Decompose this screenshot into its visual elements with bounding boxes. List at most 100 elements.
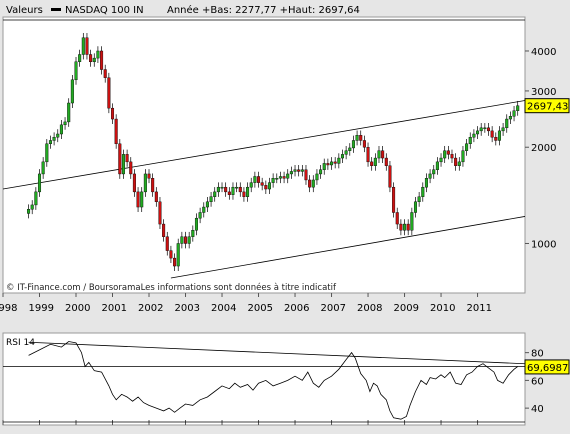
- year-stats: Année +Bas: 2277,77 +Haut: 2697,64: [167, 4, 360, 16]
- candle-body: [169, 250, 173, 259]
- rsi-reference-levels: [3, 366, 525, 423]
- candle-body: [271, 178, 275, 183]
- candle-body: [286, 173, 290, 179]
- x-tick-label: 2009: [394, 303, 419, 314]
- candle-body: [501, 127, 505, 132]
- candle-body: [366, 147, 370, 163]
- candle-body: [143, 173, 147, 193]
- rsi-label: RSI 14: [6, 338, 35, 348]
- candle-body: [351, 140, 355, 149]
- candle-body: [194, 217, 198, 231]
- candle-body: [322, 163, 326, 170]
- candle-body: [370, 161, 374, 166]
- x-axis: 1998 1999 2000 2001 2002 2003 2004 2005 2006 2007…: [0, 293, 492, 425]
- candle-body: [41, 161, 45, 175]
- price-panel: [2, 16, 526, 294]
- candle-body: [154, 191, 158, 203]
- candle-body: [446, 150, 450, 155]
- candle-body: [220, 186, 224, 189]
- rsi-y-axis: 40 60 80: [525, 349, 544, 415]
- candle-body: [136, 191, 140, 208]
- candle-body: [388, 165, 392, 188]
- candle-body: [45, 143, 49, 163]
- candle-body: [461, 150, 465, 163]
- rsi-last-value-badge: 69,6987: [524, 359, 570, 375]
- candle-body: [308, 179, 312, 188]
- candle-body: [413, 201, 418, 213]
- candle-body: [114, 118, 118, 145]
- candle-body: [512, 110, 516, 117]
- x-tick-label: 2002: [138, 303, 163, 314]
- candle-body: [257, 176, 261, 183]
- candle-body: [377, 150, 381, 159]
- candle-body: [180, 236, 184, 244]
- series-legend-swatch: [51, 8, 61, 11]
- x-tick-label: 2001: [102, 303, 127, 314]
- last-value-badge-box: [524, 98, 570, 114]
- candle-body: [216, 186, 220, 193]
- candle-body: [132, 173, 136, 193]
- candle-body: [70, 79, 74, 104]
- candle-body: [184, 236, 188, 244]
- candle-body: [344, 150, 348, 155]
- candle-body: [428, 173, 432, 179]
- candle-body: [242, 191, 246, 197]
- candle-body: [326, 163, 330, 166]
- candle-body: [395, 212, 399, 225]
- candle-body: [384, 157, 388, 166]
- x-tick-label: 2004: [211, 303, 236, 314]
- values-label: Valeurs: [6, 5, 43, 16]
- candle-body: [264, 185, 268, 190]
- candle-body: [118, 143, 122, 175]
- candle-body: [260, 182, 264, 186]
- candle-body: [30, 204, 34, 210]
- rsi-series: [28, 341, 518, 420]
- candle-body: [516, 105, 520, 111]
- last-value-badge: 2697,43: [524, 98, 570, 114]
- candle-body: [100, 50, 104, 70]
- candle-body: [224, 186, 228, 193]
- candle-body: [56, 133, 60, 138]
- candle-body: [275, 178, 279, 180]
- x-tick-label: 2010: [430, 303, 455, 314]
- candle-body: [443, 150, 447, 159]
- candle-body: [187, 236, 191, 244]
- candle-body: [253, 176, 257, 183]
- x-tick-label: 1998: [0, 303, 17, 314]
- candle-body: [78, 54, 82, 63]
- x-tick-label: 2005: [248, 303, 273, 314]
- candle-body: [176, 243, 180, 267]
- candle-body: [89, 54, 93, 63]
- candle-body: [74, 61, 78, 81]
- candle-body: [48, 140, 52, 145]
- candle-body: [337, 157, 341, 164]
- price-y-tick-label: 4000: [531, 47, 556, 58]
- x-tick-label: 2003: [175, 303, 200, 314]
- candle-body: [110, 107, 115, 120]
- candle-body: [278, 176, 282, 179]
- rsi-last-value-badge-box: [524, 359, 570, 375]
- candle-body: [202, 206, 206, 213]
- price-trendlines: [2, 19, 526, 279]
- candle-body: [454, 157, 458, 166]
- candle-body: [209, 196, 213, 203]
- candle-body: [417, 196, 421, 203]
- candle-body: [235, 186, 239, 189]
- candle-body: [348, 147, 352, 151]
- candle-body: [96, 50, 100, 59]
- candle-body: [457, 161, 461, 166]
- candle-body: [147, 173, 151, 179]
- candle-body: [85, 37, 89, 55]
- candle-body: [497, 130, 501, 141]
- rsi-y-tick-label: 40: [531, 404, 544, 415]
- price-y-tick-label: 2000: [531, 143, 556, 154]
- candle-body: [158, 201, 162, 225]
- candle-body: [37, 173, 42, 193]
- candle-body: [330, 161, 334, 166]
- rsi-line: [28, 341, 518, 420]
- candle-body: [59, 124, 63, 135]
- candle-body: [165, 236, 169, 251]
- candle-body: [121, 154, 125, 175]
